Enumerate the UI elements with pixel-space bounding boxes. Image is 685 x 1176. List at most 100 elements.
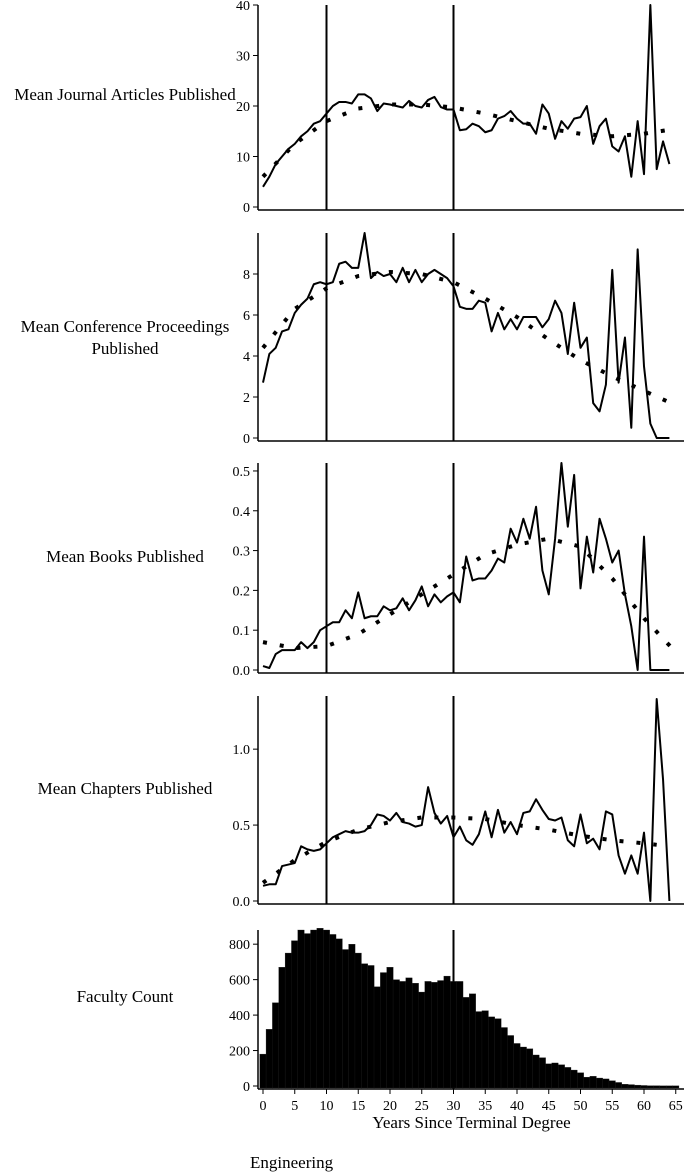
bar (532, 1054, 540, 1089)
bar (297, 929, 305, 1089)
bar (367, 965, 375, 1089)
bar (627, 1084, 635, 1089)
caption: Engineering (250, 1153, 334, 1172)
bar (488, 1016, 495, 1089)
y-tick-label: 0.3 (233, 545, 251, 560)
series-line (262, 698, 671, 902)
bar (564, 1067, 572, 1089)
y-tick-label: 0 (243, 432, 250, 447)
bar (653, 1085, 661, 1089)
y-tick-label: 0.5 (233, 819, 251, 834)
y-tick-label: 20 (236, 100, 250, 115)
bar (615, 1082, 622, 1089)
x-tick-label: 15 (351, 1099, 365, 1114)
series-line (262, 232, 670, 439)
bar (373, 986, 381, 1089)
x-tick-label: 25 (415, 1099, 429, 1114)
bar (665, 1085, 673, 1089)
bar (545, 1063, 553, 1089)
bar (329, 934, 337, 1089)
ylabel-books: Mean Books Published (46, 547, 204, 566)
bar (500, 1027, 508, 1089)
bar (272, 1002, 280, 1089)
bar (577, 1072, 584, 1089)
y-tick-label: 0.2 (233, 584, 251, 599)
bar (411, 983, 419, 1089)
bar (526, 1048, 534, 1089)
bar (259, 1053, 267, 1089)
x-tick-label: 50 (574, 1099, 588, 1114)
bar (310, 929, 318, 1089)
ylabel-conference: Mean Conference Proceedings Published (20, 317, 230, 358)
bar (583, 1076, 591, 1089)
x-tick-label: 65 (669, 1099, 683, 1114)
bar (462, 997, 470, 1089)
bar (380, 972, 388, 1089)
y-tick-label: 10 (236, 151, 250, 166)
bar (507, 1035, 515, 1089)
y-tick-label: 0.4 (233, 505, 251, 520)
bar (348, 944, 356, 1089)
bar (513, 1043, 521, 1089)
y-tick-label: 0.5 (233, 465, 251, 480)
bar (291, 940, 299, 1089)
bar (538, 1057, 546, 1089)
x-tick-label: 10 (320, 1099, 334, 1114)
ylabel-chapters: Mean Chapters Published (37, 779, 213, 798)
trend-line (261, 815, 657, 885)
x-tick-label: 30 (447, 1099, 461, 1114)
bar (621, 1084, 629, 1089)
y-tick-label: 8 (243, 268, 250, 283)
bar (602, 1078, 610, 1089)
y-tick-label: 30 (236, 50, 250, 65)
bar (354, 952, 362, 1089)
bar (589, 1076, 597, 1089)
ylabel-journal: Mean Journal Articles Published (14, 85, 236, 104)
bar (519, 1046, 527, 1089)
bar (570, 1069, 578, 1089)
x-tick-label: 20 (383, 1099, 397, 1114)
bar (361, 963, 368, 1089)
x-tick-label: 55 (605, 1099, 619, 1114)
bar (456, 981, 464, 1089)
y-tick-label: 200 (229, 1045, 250, 1060)
bar (551, 1062, 559, 1089)
bar (424, 981, 432, 1089)
bar (284, 952, 292, 1089)
x-tick-label: 60 (637, 1099, 651, 1114)
x-tick-label: 0 (260, 1099, 267, 1114)
y-tick-label: 0 (243, 201, 250, 216)
x-tick-label: 45 (542, 1099, 556, 1114)
bar (278, 967, 286, 1089)
bar (469, 993, 476, 1089)
y-tick-label: 600 (229, 974, 250, 989)
x-tick-label: 5 (291, 1099, 298, 1114)
bar (672, 1085, 680, 1089)
bar (640, 1085, 648, 1089)
trend-line (262, 536, 678, 654)
y-tick-label: 6 (243, 309, 250, 324)
bar (316, 928, 324, 1089)
ylabel-count: Faculty Count (76, 987, 174, 1006)
bar (634, 1084, 641, 1089)
series-line (262, 462, 670, 671)
y-tick-label: 40 (236, 0, 250, 14)
y-tick-label: 2 (243, 391, 250, 406)
bar (443, 975, 451, 1089)
bar (303, 933, 311, 1089)
x-tick-label: 35 (478, 1099, 492, 1114)
bar (323, 929, 330, 1089)
bar (392, 979, 400, 1089)
series-line (262, 4, 671, 188)
bar (558, 1064, 565, 1089)
bar (608, 1080, 616, 1089)
bar (386, 967, 394, 1089)
bar (418, 991, 426, 1089)
bar (265, 1029, 273, 1089)
y-tick-label: 0.0 (233, 895, 251, 910)
bar (399, 981, 407, 1089)
bar (450, 981, 457, 1089)
bar (596, 1077, 603, 1089)
